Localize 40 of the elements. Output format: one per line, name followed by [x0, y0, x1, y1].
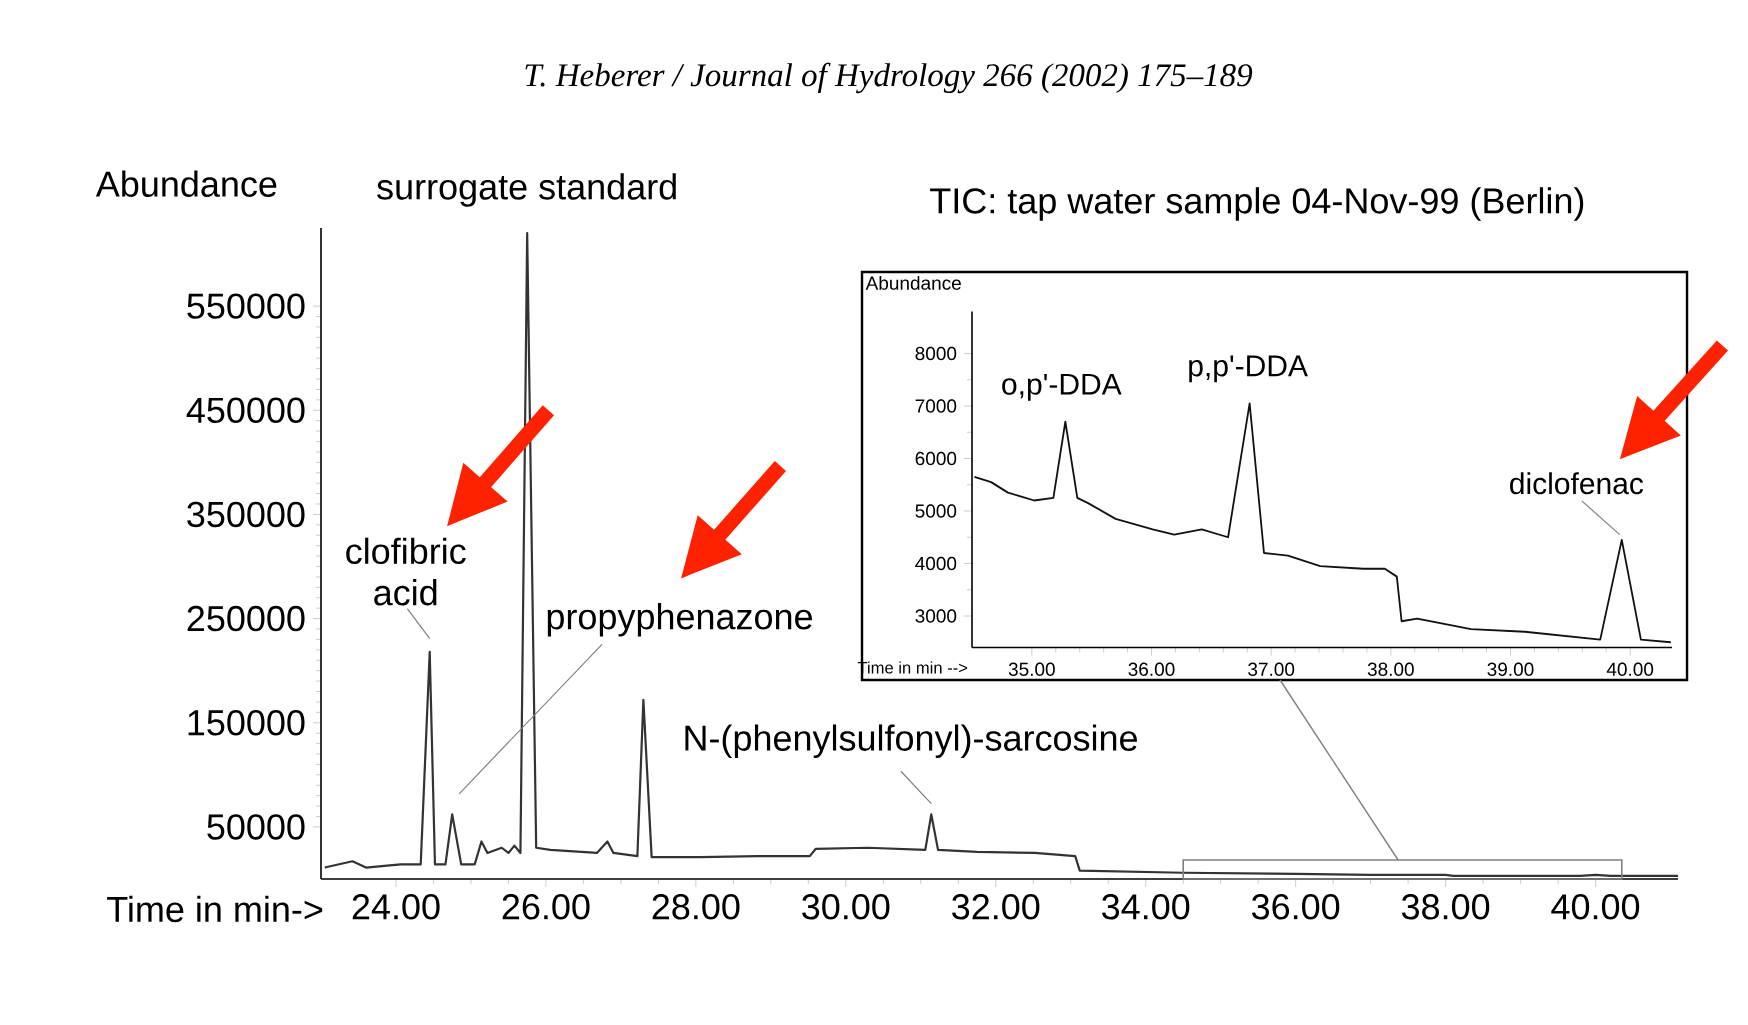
y-axis-title: Abundance	[865, 275, 961, 290]
x-tick-label: 36.00	[1251, 894, 1340, 920]
x-tick-label: 40.00	[1551, 894, 1640, 920]
x-tick-label: 35.00	[1008, 662, 1055, 676]
line-series	[973, 402, 1672, 644]
x-tick-label: 40.00	[1606, 662, 1654, 676]
annotation: o,p'-DDA	[1002, 373, 1122, 401]
x-axis-title: Time in min->	[107, 895, 323, 923]
x-tick-label: 34.00	[1102, 894, 1190, 920]
x-tick-label: 24.00	[352, 894, 440, 920]
annotation: clofibric acid	[346, 537, 466, 606]
y-axis-title: Abundance	[95, 170, 277, 197]
y-tick-label: 350000	[187, 501, 305, 528]
annotation: diclofenac	[1510, 472, 1644, 495]
y-tick-label: 8000	[915, 346, 957, 361]
y-tick-label: 6000	[915, 451, 957, 466]
y-tick-label: 50000	[207, 814, 305, 840]
y-tick-label: 3000	[915, 609, 957, 623]
chart-subtitle: TIC: tap water sample 04-Nov-99 (Berlin)	[930, 187, 1584, 221]
x-tick-label: 26.00	[502, 894, 590, 920]
y-tick-label: 550000	[187, 293, 305, 319]
annotation: propyphenazone	[547, 603, 812, 637]
x-tick-label: 32.00	[952, 894, 1040, 920]
y-tick-label: 250000	[187, 605, 305, 632]
y-tick-label: 450000	[186, 397, 305, 424]
x-tick-label: 38.00	[1367, 662, 1414, 676]
x-tick-label: 30.00	[802, 894, 890, 920]
x-tick-label: 28.00	[652, 894, 740, 920]
annotation: surrogate standard	[377, 173, 676, 207]
x-tick-label: 37.00	[1248, 662, 1295, 676]
x-tick-label: 36.00	[1128, 662, 1175, 676]
y-tick-label: 7000	[915, 399, 957, 413]
y-tick-label: 4000	[915, 556, 957, 571]
x-tick-label: 39.00	[1487, 662, 1534, 676]
chart-title: T. Heberer / Journal of Hydrology 266 (2002) 175–189	[525, 62, 1253, 94]
annotation: N-(phenylsulfonyl)-sarcosine	[685, 724, 1137, 759]
annotation: p,p'-DDA	[1189, 355, 1308, 383]
y-tick-label: 150000	[188, 710, 305, 736]
x-tick-label: 38.00	[1401, 894, 1490, 920]
y-tick-label: 5000	[915, 504, 957, 518]
